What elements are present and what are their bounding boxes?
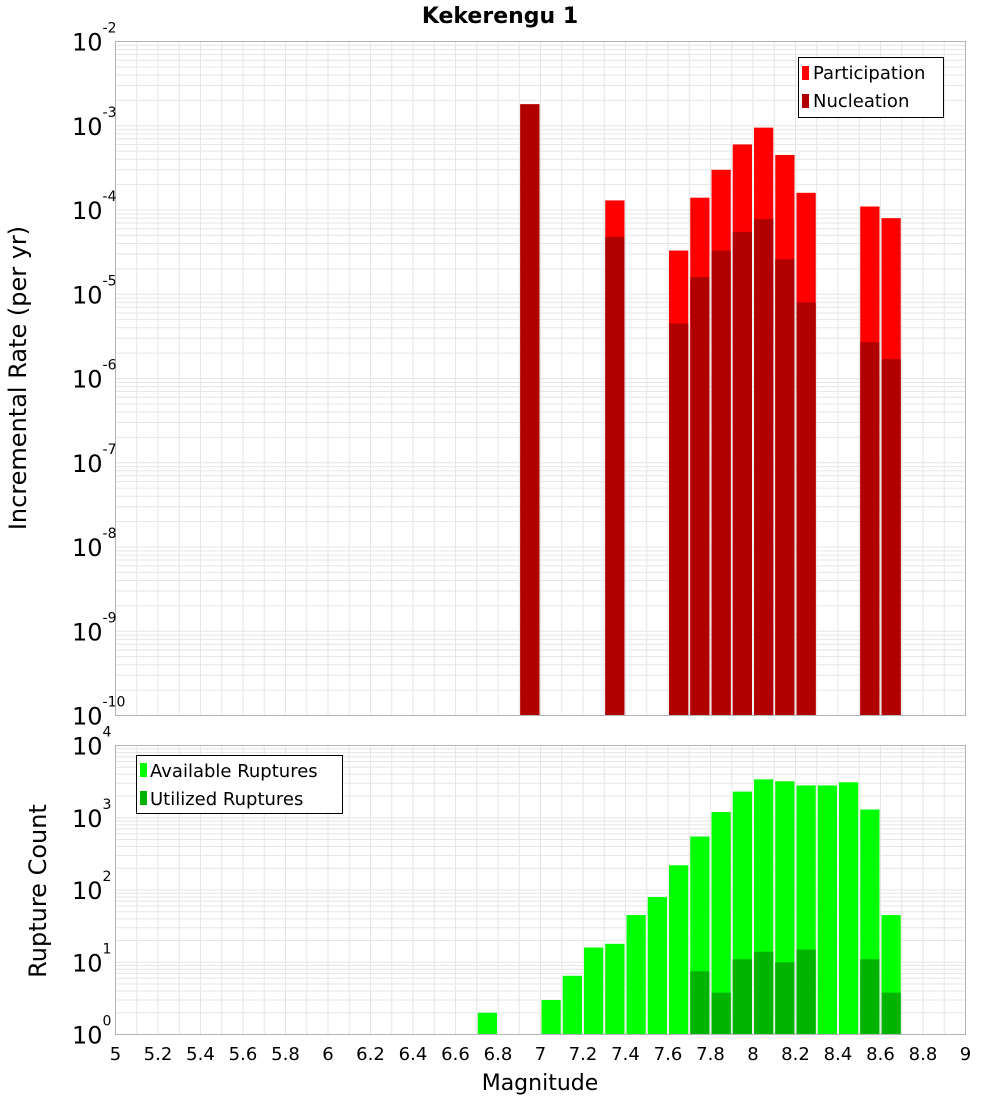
- bar-available-ruptures: [839, 782, 859, 1035]
- bar-available-ruptures: [477, 1012, 497, 1035]
- x-tick-label: 7.8: [696, 1044, 725, 1065]
- bar-nucleation: [860, 342, 880, 716]
- x-tick-label: 7.4: [611, 1044, 640, 1065]
- bar-utilized-ruptures: [860, 959, 880, 1035]
- bottom-y-tick-label: 101: [72, 941, 111, 977]
- bar-nucleation: [711, 250, 731, 716]
- bar-nucleation: [881, 359, 901, 716]
- bottom-bars: [477, 779, 901, 1035]
- x-tick-label: 5.6: [229, 1044, 258, 1065]
- x-tick-label: 6: [322, 1044, 333, 1065]
- x-tick-label: 5.2: [144, 1044, 173, 1065]
- bar-available-ruptures: [711, 812, 731, 1035]
- nucleation-legend-swatch: [802, 94, 809, 108]
- bar-available-ruptures: [541, 1000, 561, 1035]
- x-tick-label: 8.8: [909, 1044, 938, 1065]
- participation-legend-label: Participation: [813, 63, 925, 84]
- available-legend-swatch: [140, 763, 147, 777]
- top-y-tick-label: 10-7: [72, 442, 117, 478]
- utilized-legend-swatch: [140, 791, 147, 805]
- bar-utilized-ruptures: [796, 949, 816, 1035]
- bar-available-ruptures: [605, 943, 625, 1035]
- top-plot: 10-10 10-9 10-8 10-7 10-6 10-5 10-4 10-3 10-2 Pa…: [4, 21, 966, 731]
- available-legend-label: Available Ruptures: [150, 761, 318, 782]
- top-plot-frame: [115, 41, 966, 716]
- bar-utilized-ruptures: [732, 959, 752, 1035]
- x-tick-label: 5: [110, 1044, 121, 1065]
- bottom-y-tick-label: 104: [72, 725, 112, 761]
- bar-utilized-ruptures: [775, 962, 795, 1035]
- top-y-tick-label: 10-3: [72, 105, 117, 141]
- bottom-y-tick-label: 103: [72, 797, 111, 833]
- bar-nucleation: [669, 323, 689, 716]
- x-tick-label: 8.4: [824, 1044, 853, 1065]
- x-tick-label: 6.6: [441, 1044, 470, 1065]
- chart-title: Kekerengu 1: [422, 4, 578, 29]
- bar-nucleation: [775, 259, 795, 716]
- x-tick-label: 7: [535, 1044, 546, 1065]
- x-tick-label: 5.8: [271, 1044, 300, 1065]
- bottom-y-tick-labels: 100 101 102 103 104: [72, 725, 112, 1050]
- top-y-tick-label: 10-8: [72, 526, 117, 562]
- bottom-plot-frame: [115, 745, 966, 1035]
- top-y-tick-label: 10-9: [72, 610, 117, 646]
- top-y-tick-label: 10-6: [72, 358, 117, 394]
- top-y-tick-label: 10-5: [72, 273, 117, 309]
- x-tick-label: 8.6: [866, 1044, 895, 1065]
- x-tick-label: 8: [747, 1044, 758, 1065]
- bar-available-ruptures: [562, 975, 582, 1035]
- bar-available-ruptures: [669, 865, 689, 1035]
- bar-available-ruptures: [647, 897, 667, 1035]
- nucleation-legend-label: Nucleation: [813, 91, 909, 112]
- top-bars: [520, 104, 901, 716]
- top-y-tick-label: 10-4: [72, 189, 117, 225]
- participation-legend-swatch: [802, 66, 809, 80]
- utilized-legend-label: Utilized Ruptures: [150, 789, 303, 810]
- bar-nucleation: [732, 231, 752, 716]
- top-y-axis-label: Incremental Rate (per yr): [4, 226, 32, 530]
- top-y-tick-label: 10-2: [72, 21, 117, 57]
- x-tick-labels: 5 5.2 5.4 5.6 5.8 6 6.2 6.4 6.6 6.8 7 7.2 7.4 7.6 7.8 8…: [110, 1044, 971, 1065]
- bar-available-ruptures: [817, 785, 837, 1035]
- bottom-legend-box: [136, 755, 343, 814]
- bar-nucleation: [690, 277, 710, 716]
- bar-utilized-ruptures: [690, 971, 710, 1035]
- bar-available-ruptures: [584, 947, 604, 1035]
- top-legend-box: [798, 57, 944, 118]
- top-legend: Participation Nucleation: [798, 57, 944, 118]
- bottom-y-tick-label: 102: [72, 869, 111, 905]
- bar-nucleation: [796, 302, 816, 716]
- x-tick-label: 9: [960, 1044, 971, 1065]
- bottom-plot: 100 101 102 103 104 Available Ruptures Utili…: [24, 725, 966, 1050]
- bar-available-ruptures: [626, 915, 646, 1035]
- bar-utilized-ruptures: [754, 951, 774, 1035]
- x-tick-label: 6.4: [399, 1044, 428, 1065]
- top-y-tick-labels: 10-10 10-9 10-8 10-7 10-6 10-5 10-4 10-3 10-2: [72, 21, 125, 731]
- x-tick-label: 7.2: [569, 1044, 598, 1065]
- bottom-y-axis-label: Rupture Count: [24, 804, 52, 978]
- bottom-legend: Available Ruptures Utilized Ruptures: [136, 755, 343, 814]
- bar-utilized-ruptures: [711, 992, 731, 1035]
- x-tick-label: 8.2: [781, 1044, 810, 1065]
- x-tick-label: 5.4: [186, 1044, 215, 1065]
- bar-nucleation: [754, 219, 774, 716]
- bar-nucleation: [605, 236, 625, 716]
- x-tick-label: 6.8: [484, 1044, 513, 1065]
- top-grid: [115, 41, 966, 716]
- top-y-tick-label: 10-10: [72, 695, 125, 731]
- x-axis-label: Magnitude: [482, 1071, 599, 1096]
- x-tick-label: 6.2: [356, 1044, 385, 1065]
- x-tick-label: 7.6: [654, 1044, 683, 1065]
- bar-nucleation: [520, 104, 540, 716]
- bottom-y-tick-label: 100: [72, 1014, 111, 1050]
- bar-utilized-ruptures: [881, 992, 901, 1035]
